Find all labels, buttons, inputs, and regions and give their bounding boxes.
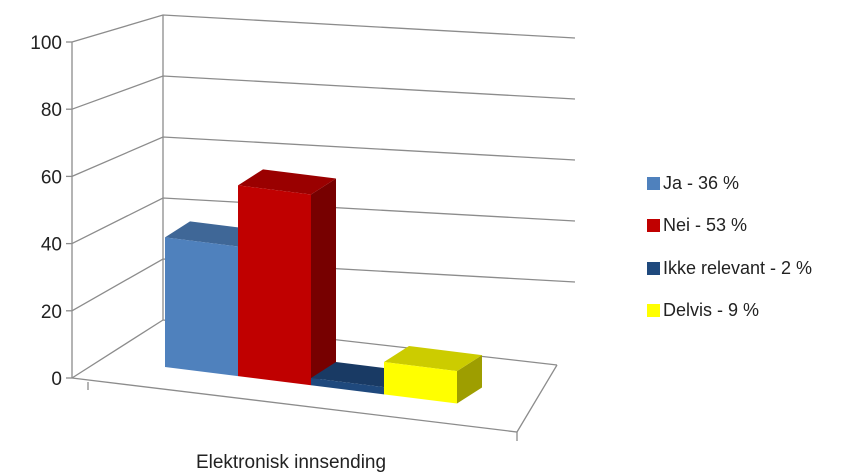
y-tick-label: 0	[51, 369, 62, 390]
bar-side-face	[457, 355, 482, 404]
bar-top-face	[238, 169, 336, 195]
legend-item-nei: Nei - 53 %	[647, 211, 812, 241]
legend-label-delvis: Delvis - 9 %	[663, 300, 760, 320]
y-tick-label: 20	[41, 302, 62, 323]
legend-swatch-ja	[647, 176, 660, 190]
bar-top-face	[384, 345, 482, 372]
floor-left-edge	[71, 319, 164, 379]
gridline	[71, 14, 576, 43]
gridline	[71, 75, 576, 110]
legend-item-delvis: Delvis - 9 %	[647, 296, 812, 326]
gridline	[71, 136, 576, 177]
legend-swatch-nei	[647, 219, 660, 232]
legend-label-ja: Ja - 36 %	[663, 172, 740, 193]
bar-front-face	[384, 361, 457, 404]
bars	[165, 169, 482, 404]
bar-front-face	[311, 378, 384, 395]
bar	[384, 345, 482, 404]
bar	[238, 169, 336, 386]
bar-front-face	[238, 185, 311, 386]
y-tick-labels: 0 20 40 60 80 100	[30, 33, 62, 390]
legend-label-nei: Nei - 53 %	[663, 215, 748, 235]
y-tick-label: 60	[41, 167, 62, 188]
x-category-label: Elektronisk innsending	[196, 452, 386, 472]
y-tick-label: 40	[41, 235, 62, 256]
legend-swatch-ikke-relevant	[647, 261, 660, 275]
legend-swatch-delvis	[647, 304, 660, 317]
axes	[66, 15, 558, 441]
legend-label-ikke-relevant: Ikke relevant - 2 %	[663, 257, 813, 278]
y-tick-label: 100	[30, 33, 62, 54]
bar-front-face	[165, 237, 238, 377]
legend: Ja - 36 % Nei - 53 % Ikke relevant - 2 %…	[647, 168, 812, 338]
y-tick-label: 80	[41, 100, 62, 121]
legend-item-ja: Ja - 36 %	[647, 168, 812, 198]
bar-side-face	[311, 178, 336, 386]
legend-item-ikke-relevant: Ikke relevant - 2 %	[647, 253, 812, 283]
